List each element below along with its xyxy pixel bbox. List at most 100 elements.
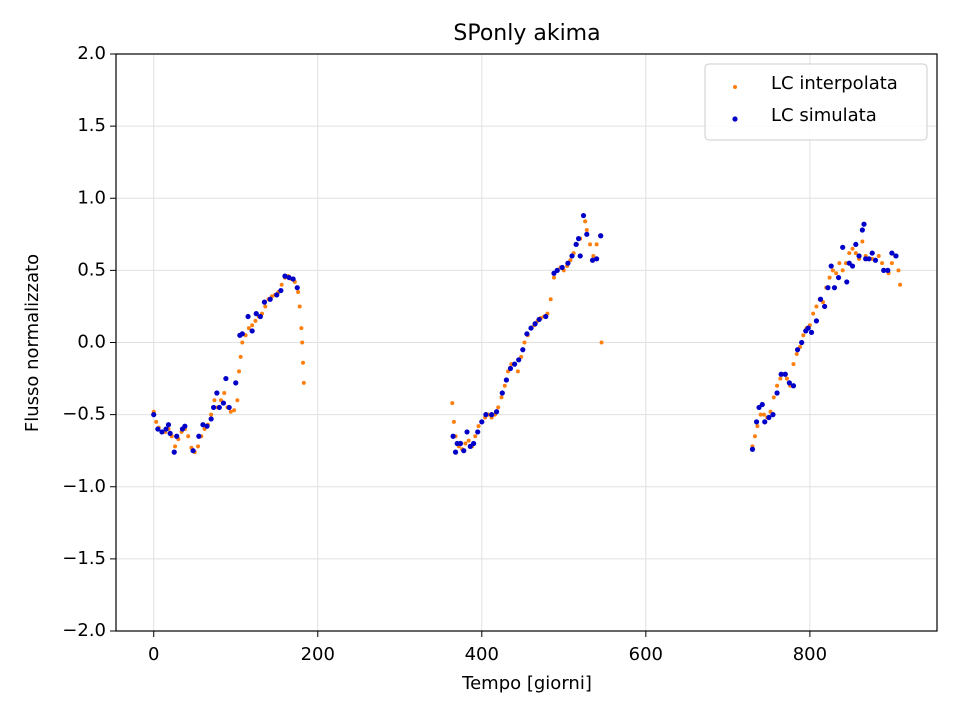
data-point (580, 212, 587, 219)
data-point (496, 405, 501, 410)
data-point (584, 231, 590, 237)
data-point (475, 429, 481, 435)
legend-marker (732, 116, 738, 122)
data-point (752, 434, 757, 439)
data-point (850, 246, 855, 251)
data-point (771, 395, 776, 400)
data-point (755, 424, 760, 429)
data-point (872, 257, 879, 263)
data-point (893, 253, 899, 259)
data-point (762, 419, 768, 425)
data-point (208, 416, 214, 422)
x-tick-label: 0 (148, 644, 159, 665)
data-point (774, 390, 780, 396)
data-point (522, 340, 527, 345)
data-point (473, 434, 478, 439)
data-point (502, 383, 507, 388)
y-tick-label: −1.0 (62, 476, 106, 497)
data-point (814, 304, 819, 309)
data-point (233, 380, 239, 386)
data-point (835, 274, 842, 281)
data-point (583, 219, 588, 224)
data-point (775, 383, 780, 388)
data-point (253, 318, 258, 323)
data-point (778, 376, 783, 381)
y-tick-label: −0.5 (62, 404, 106, 425)
data-point (278, 287, 284, 294)
chart-title: SPonly akima (453, 21, 600, 46)
data-point (770, 412, 776, 418)
data-point (766, 414, 772, 421)
data-point (898, 282, 903, 287)
data-point (805, 325, 811, 331)
data-point (216, 404, 222, 411)
data-point (866, 256, 872, 262)
data-point (222, 390, 227, 395)
legend-label: LC simulata (771, 105, 877, 126)
data-point (196, 444, 201, 449)
data-point (235, 398, 240, 403)
data-point (464, 429, 470, 435)
data-point (844, 279, 850, 285)
data-point (880, 261, 885, 266)
data-point (830, 268, 835, 273)
data-point (569, 253, 575, 259)
data-point (808, 329, 815, 336)
y-tick-label: 0.5 (77, 259, 106, 280)
data-point (483, 412, 489, 418)
data-point (237, 369, 242, 374)
data-point (154, 419, 159, 424)
data-point (799, 339, 805, 346)
x-tick-label: 800 (793, 644, 827, 665)
data-point (450, 401, 455, 406)
data-point (174, 433, 180, 439)
data-point (204, 423, 210, 429)
data-point (512, 361, 518, 367)
data-point (294, 285, 300, 291)
data-point (825, 285, 831, 291)
data-point (159, 429, 165, 435)
data-point (190, 448, 196, 454)
data-point (507, 365, 514, 372)
data-point (599, 340, 604, 345)
data-point (831, 285, 838, 291)
data-point (165, 422, 172, 428)
data-point (840, 244, 846, 250)
data-point (171, 449, 177, 455)
data-point (849, 263, 856, 269)
data-point (817, 296, 824, 302)
data-point (300, 340, 305, 345)
data-point (837, 261, 842, 266)
data-point (499, 395, 504, 400)
data-point (876, 253, 881, 258)
data-point (261, 299, 268, 305)
data-point (524, 331, 530, 337)
data-point (782, 371, 788, 377)
data-point (200, 422, 206, 428)
data-point (226, 404, 232, 411)
data-point (209, 412, 214, 417)
data-point (598, 233, 604, 239)
data-point (813, 318, 820, 324)
data-point (588, 242, 593, 247)
data-point (299, 326, 304, 331)
data-point (297, 304, 302, 309)
data-point (503, 377, 510, 383)
data-point (794, 352, 799, 357)
data-point (232, 408, 237, 413)
y-tick-label: 1.0 (77, 187, 106, 208)
data-point (881, 267, 887, 273)
data-point (761, 412, 766, 417)
y-tick-label: −2.0 (62, 620, 106, 641)
data-point (470, 440, 477, 447)
legend-marker (733, 85, 737, 89)
data-point (301, 360, 306, 365)
data-point (263, 304, 268, 309)
data-point (834, 271, 839, 276)
data-point (238, 354, 243, 359)
data-point (543, 313, 549, 320)
data-point (239, 331, 245, 337)
data-point (249, 328, 255, 334)
data-point (551, 275, 556, 280)
legend-label: LC interpolata (771, 73, 898, 94)
